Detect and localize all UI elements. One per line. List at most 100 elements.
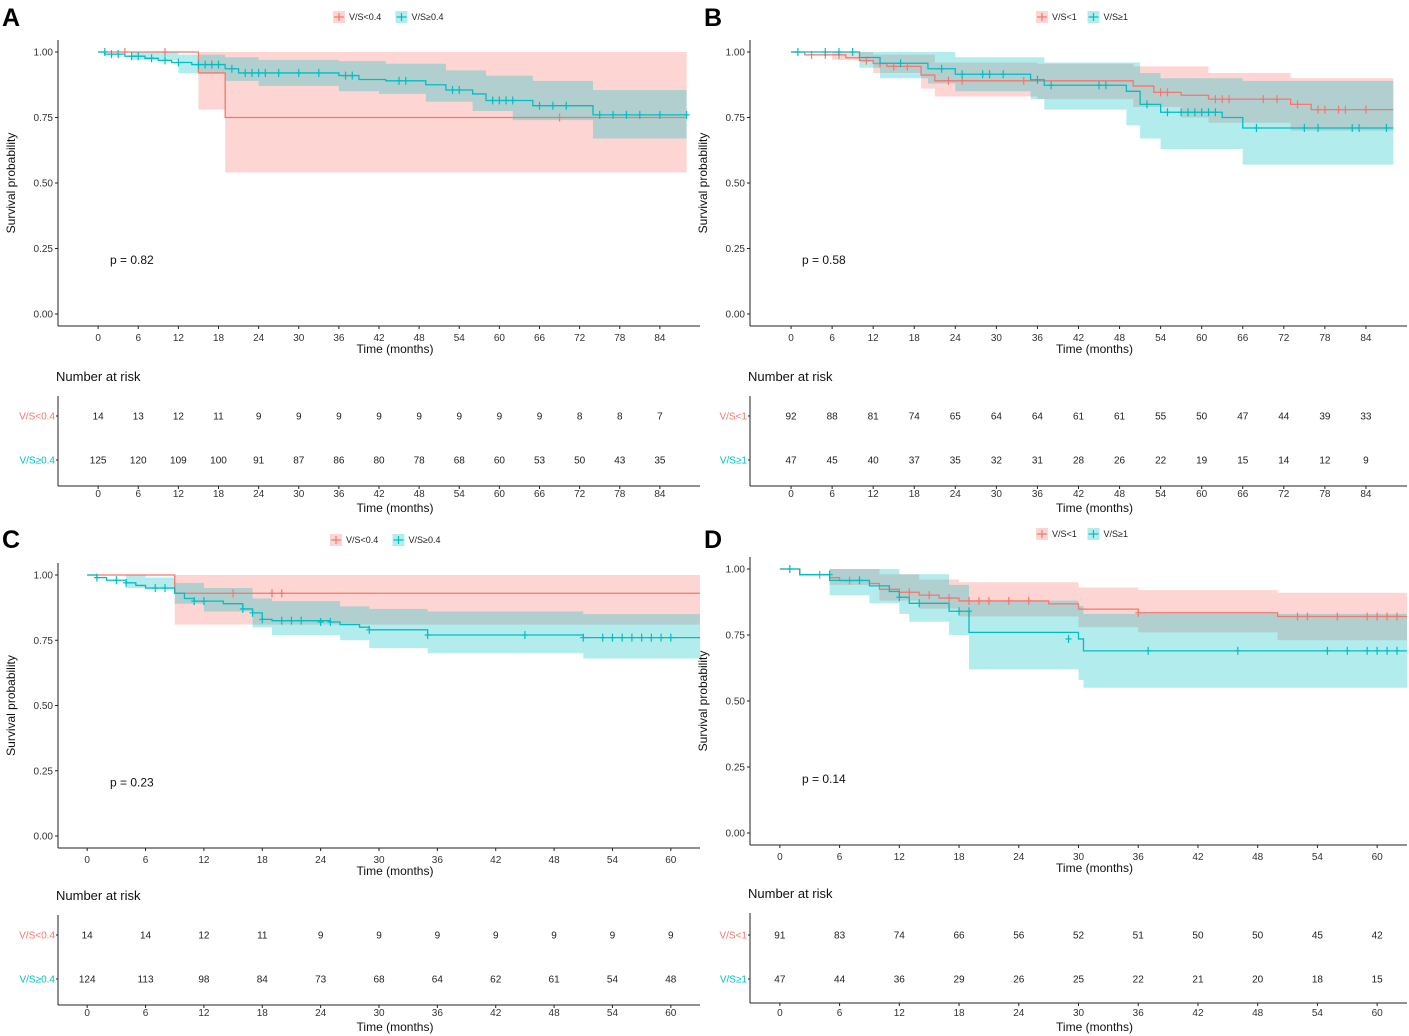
legend: V/S<0.4 V/S≥0.4 <box>333 11 443 23</box>
risk-x-tick-label: 66 <box>534 489 546 500</box>
risk-row-label: V/S≥1 <box>720 975 748 986</box>
risk-count: 61 <box>549 975 561 986</box>
risk-row-label: V/S<0.4 <box>19 931 55 942</box>
x-tick-label: 84 <box>654 333 666 344</box>
risk-count: 88 <box>827 412 839 423</box>
risk-x-tick-label: 18 <box>257 1008 269 1019</box>
risk-x-tick-label: 6 <box>837 1008 843 1019</box>
risk-x-tick-label: 30 <box>991 489 1003 500</box>
risk-count: 37 <box>909 456 921 467</box>
risk-count: 124 <box>79 975 96 986</box>
risk-count: 26 <box>1013 975 1025 986</box>
risk-x-tick-label: 36 <box>333 489 345 500</box>
risk-count: 44 <box>834 975 846 986</box>
panel-letter: C <box>2 526 20 554</box>
y-tick-label: 0.25 <box>34 244 54 255</box>
risk-count: 47 <box>774 975 786 986</box>
y-tick-label: 1.00 <box>34 571 54 582</box>
x-tick-label: 24 <box>315 855 327 866</box>
risk-count: 8 <box>617 412 623 423</box>
risk-x-tick-label: 0 <box>84 1008 90 1019</box>
risk-count: 19 <box>1196 456 1208 467</box>
risk-x-axis-label: Time (months) <box>357 501 434 515</box>
x-tick-label: 84 <box>1360 333 1372 344</box>
x-tick-label: 42 <box>490 855 502 866</box>
y-tick-label: 0.00 <box>34 310 54 321</box>
y-tick-label: 0.50 <box>34 701 54 712</box>
risk-count: 56 <box>1013 931 1025 942</box>
x-tick-label: 78 <box>1319 333 1331 344</box>
risk-count: 87 <box>293 456 305 467</box>
risk-x-tick-label: 12 <box>198 1008 210 1019</box>
risk-x-tick-label: 42 <box>373 489 385 500</box>
x-tick-label: 30 <box>373 855 385 866</box>
survival-line-1 <box>87 574 700 594</box>
risk-count: 18 <box>1312 975 1324 986</box>
risk-x-tick-label: 72 <box>1278 489 1290 500</box>
x-tick-label: 60 <box>1196 333 1208 344</box>
risk-count: 14 <box>1278 456 1290 467</box>
risk-table-title: Number at risk <box>56 369 141 384</box>
risk-count: 14 <box>140 931 152 942</box>
x-tick-label: 54 <box>1312 852 1324 863</box>
risk-count: 78 <box>414 456 426 467</box>
y-tick-label: 0.50 <box>34 179 54 190</box>
legend: V/S<1 V/S≥1 <box>1036 528 1128 540</box>
x-tick-label: 66 <box>1237 333 1249 344</box>
risk-count: 81 <box>868 412 880 423</box>
risk-count: 91 <box>774 931 786 942</box>
risk-count: 22 <box>1155 456 1167 467</box>
x-tick-label: 18 <box>953 852 965 863</box>
x-tick-label: 36 <box>333 333 345 344</box>
risk-x-tick-label: 54 <box>1155 489 1167 500</box>
risk-count: 45 <box>827 456 839 467</box>
risk-x-tick-label: 48 <box>1114 489 1126 500</box>
risk-count: 9 <box>296 412 302 423</box>
y-tick-label: 0.25 <box>726 244 746 255</box>
risk-count: 13 <box>133 412 145 423</box>
risk-count: 50 <box>1196 412 1208 423</box>
risk-x-tick-label: 6 <box>829 489 835 500</box>
p-value: p = 0.23 <box>110 775 154 789</box>
y-tick-label: 0.00 <box>726 310 746 321</box>
risk-x-tick-label: 6 <box>143 1008 149 1019</box>
risk-count: 86 <box>333 456 345 467</box>
risk-count: 47 <box>1237 412 1249 423</box>
risk-count: 61 <box>1073 412 1085 423</box>
risk-count: 92 <box>786 412 798 423</box>
y-tick-label: 0.25 <box>726 763 746 774</box>
x-tick-label: 42 <box>373 333 385 344</box>
risk-count: 12 <box>198 931 210 942</box>
ci-band-2 <box>791 52 1394 165</box>
risk-count: 29 <box>953 975 965 986</box>
risk-x-tick-label: 30 <box>373 1008 385 1019</box>
risk-x-tick-label: 6 <box>135 489 141 500</box>
risk-count: 73 <box>315 975 327 986</box>
risk-count: 9 <box>493 931 499 942</box>
risk-x-tick-label: 18 <box>953 1008 965 1019</box>
survival-line-2 <box>98 51 687 116</box>
risk-count: 7 <box>657 412 663 423</box>
panel-letter: A <box>2 4 20 32</box>
y-tick-label: 0.25 <box>34 766 54 777</box>
legend-label-2: V/S≥0.4 <box>412 12 444 22</box>
risk-x-tick-label: 36 <box>1032 489 1044 500</box>
risk-count: 12 <box>1319 456 1331 467</box>
y-tick-label: 0.50 <box>726 697 746 708</box>
x-tick-label: 6 <box>837 852 843 863</box>
risk-count: 9 <box>256 412 262 423</box>
x-tick-label: 0 <box>777 852 783 863</box>
risk-count: 26 <box>1114 456 1126 467</box>
x-tick-label: 0 <box>95 333 101 344</box>
x-tick-label: 60 <box>494 333 506 344</box>
risk-count: 109 <box>170 456 187 467</box>
risk-x-tick-label: 30 <box>293 489 305 500</box>
panel-b: B V/S<1 V/S≥1 0.00 0.25 0.50 0.75 1.00 0 6 12 18 24 3… <box>696 4 1407 515</box>
risk-count: 60 <box>494 456 506 467</box>
risk-table-title: Number at risk <box>56 888 141 903</box>
legend-label-1: V/S<1 <box>1052 529 1077 539</box>
risk-count: 9 <box>376 931 382 942</box>
risk-x-tick-label: 0 <box>95 489 101 500</box>
risk-count: 15 <box>1237 456 1249 467</box>
risk-table-title: Number at risk <box>748 369 833 384</box>
